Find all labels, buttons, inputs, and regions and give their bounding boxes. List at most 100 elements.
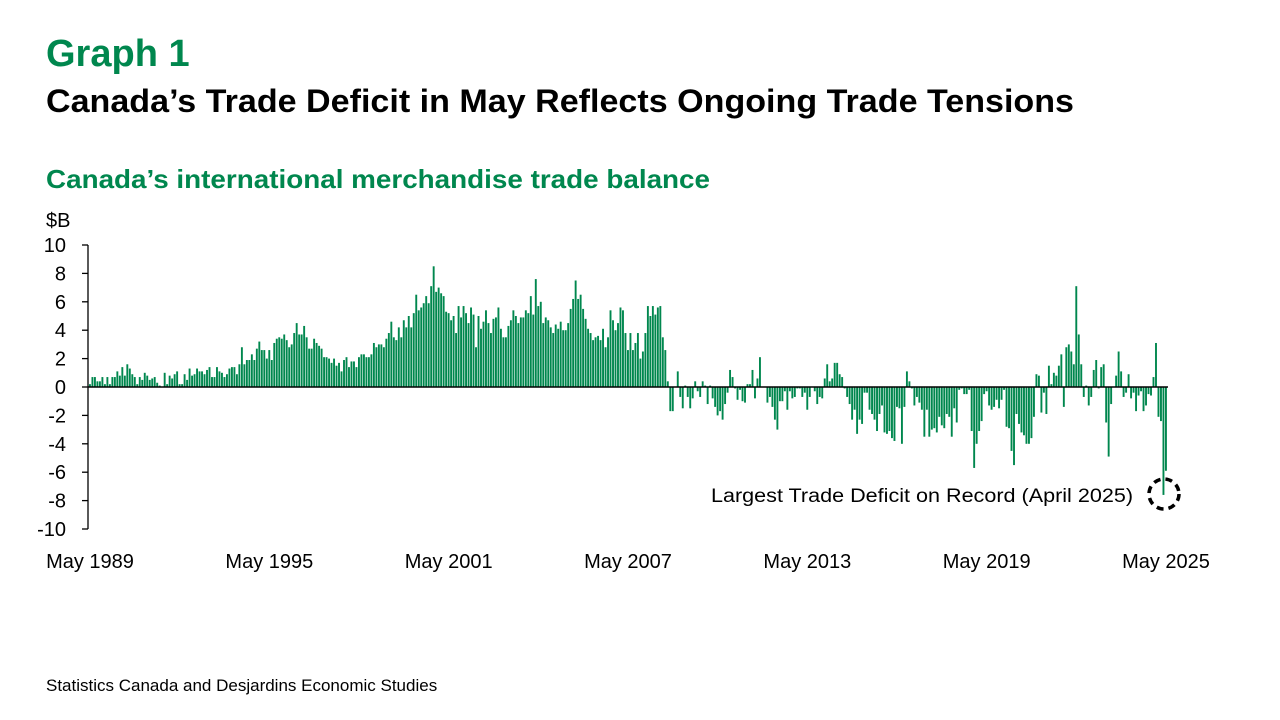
bar	[1082, 387, 1085, 397]
bar	[731, 377, 734, 387]
bar	[235, 374, 238, 387]
bar	[945, 387, 948, 414]
bar	[181, 384, 184, 387]
bar	[1090, 387, 1093, 397]
bar	[1095, 360, 1098, 387]
bar	[360, 354, 363, 387]
bar	[402, 320, 405, 387]
x-tick-label: May 2025	[1122, 551, 1210, 573]
bar	[412, 313, 415, 387]
bar	[512, 310, 515, 387]
bar	[116, 371, 119, 387]
bar	[754, 387, 756, 399]
bar	[365, 357, 368, 387]
bar	[1155, 342, 1157, 387]
bar	[452, 316, 455, 387]
bar	[1120, 371, 1123, 387]
bar	[325, 357, 328, 387]
bar	[303, 325, 306, 387]
bar	[975, 387, 978, 444]
bar	[574, 280, 577, 387]
bar	[980, 387, 983, 422]
bar	[313, 338, 316, 387]
bar	[163, 372, 166, 387]
bar	[719, 387, 722, 412]
bar	[178, 384, 181, 387]
x-tick-label: May 2007	[584, 551, 672, 573]
bar	[465, 313, 467, 387]
bar	[338, 362, 340, 387]
bar	[427, 303, 430, 387]
bar	[524, 310, 527, 387]
bar	[253, 360, 256, 387]
bar	[153, 377, 156, 387]
bar	[1130, 387, 1133, 399]
bar	[958, 387, 961, 390]
bar	[440, 293, 443, 387]
bar	[318, 345, 321, 387]
bar	[592, 340, 595, 387]
bar	[549, 327, 552, 387]
bar	[492, 318, 495, 387]
x-tick-label: May 1989	[46, 551, 134, 573]
bar	[955, 387, 958, 423]
bar	[106, 377, 109, 387]
bar	[168, 375, 171, 387]
bar	[265, 358, 268, 387]
bar	[1072, 364, 1075, 387]
bar	[457, 306, 460, 387]
bar	[878, 387, 881, 414]
bar	[604, 347, 607, 387]
bar	[1015, 387, 1018, 414]
bar	[736, 387, 739, 400]
bar	[1008, 387, 1010, 429]
bar	[111, 377, 114, 387]
bar	[579, 294, 582, 387]
bar	[629, 333, 632, 387]
bar	[198, 371, 201, 387]
y-tick-label: 10	[44, 235, 66, 257]
bar	[213, 377, 216, 387]
bar	[494, 317, 497, 387]
bar	[499, 328, 502, 387]
bar	[355, 367, 358, 387]
bar	[482, 321, 485, 387]
bar	[358, 357, 360, 387]
bar	[514, 316, 517, 387]
bar	[1023, 387, 1025, 436]
bar	[410, 327, 413, 387]
bar	[143, 372, 146, 387]
bar	[619, 307, 622, 387]
bar	[759, 357, 761, 387]
bar	[572, 298, 575, 387]
bar	[953, 387, 956, 409]
bar	[1135, 387, 1138, 412]
bar	[1070, 351, 1073, 387]
bar	[639, 358, 642, 387]
bar	[751, 369, 754, 387]
bar	[940, 387, 943, 426]
bar	[1035, 374, 1038, 387]
bar	[808, 387, 811, 397]
bar	[285, 340, 288, 387]
bar	[1140, 387, 1142, 392]
bar	[1125, 387, 1128, 393]
bar	[308, 348, 311, 387]
bar	[146, 375, 149, 387]
annotation-dashed-circle	[1147, 477, 1181, 511]
bar	[295, 323, 298, 387]
bar	[1052, 372, 1055, 387]
bar	[1060, 354, 1063, 387]
bar	[108, 384, 111, 387]
bar	[1003, 387, 1005, 390]
bar	[1055, 375, 1058, 387]
bar	[522, 317, 525, 387]
bar	[435, 291, 438, 387]
y-tick-label: 2	[55, 349, 66, 371]
bar	[255, 348, 258, 387]
bar	[928, 387, 931, 437]
bar	[136, 384, 139, 387]
bar	[288, 347, 291, 387]
bar	[741, 387, 744, 402]
